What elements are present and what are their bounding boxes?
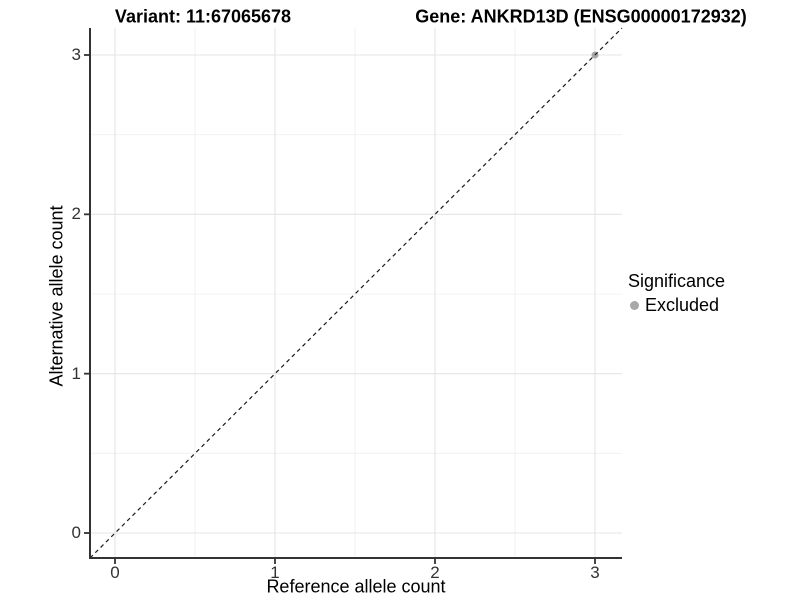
legend-title: Significance: [628, 271, 726, 291]
legend-item: Excluded: [630, 295, 725, 316]
y-axis-label: Alternative allele count: [46, 205, 67, 387]
legend: Significance Excluded: [628, 271, 725, 316]
x-axis-label: Reference allele count: [266, 576, 446, 597]
identity-reference-line: [89, 27, 623, 559]
y-tick-label: 1: [71, 363, 81, 383]
x-tick-label: 3: [590, 563, 600, 582]
y-tick-label: 3: [71, 45, 81, 64]
legend-key-dot: [630, 301, 639, 310]
y-tick-label: 0: [71, 523, 81, 542]
y-tick-label: 2: [71, 204, 81, 224]
x-tick-label: 2: [430, 563, 440, 582]
x-tick-label: 0: [110, 563, 120, 582]
variant-title: Variant: 11:67065678: [114, 6, 292, 27]
x-tick-label: 1: [270, 563, 280, 582]
legend-items: Excluded: [628, 295, 725, 316]
legend-item-label: Excluded: [645, 295, 720, 315]
gene-title: Gene: ANKRD13D (ENSG00000172932): [415, 6, 747, 27]
